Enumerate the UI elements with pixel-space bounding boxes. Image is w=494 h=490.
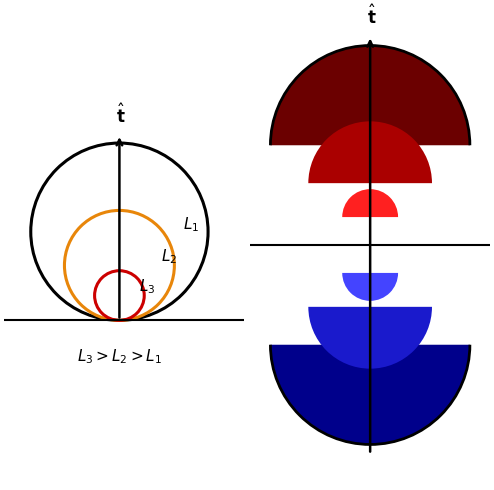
Text: $L_3$: $L_3$ xyxy=(139,277,155,296)
Wedge shape xyxy=(342,189,398,217)
Text: $L_1$: $L_1$ xyxy=(183,215,200,234)
Text: $\hat{\mathbf{t}}$: $\hat{\mathbf{t}}$ xyxy=(368,4,377,27)
Wedge shape xyxy=(342,273,398,301)
Wedge shape xyxy=(270,345,470,444)
Wedge shape xyxy=(308,122,432,183)
Wedge shape xyxy=(308,307,432,368)
Text: $\hat{\mathbf{t}}$: $\hat{\mathbf{t}}$ xyxy=(117,103,126,127)
Wedge shape xyxy=(270,46,470,145)
Text: $L_3 > L_2 > L_1$: $L_3 > L_2 > L_1$ xyxy=(77,347,162,366)
Text: $L_2$: $L_2$ xyxy=(161,247,177,266)
